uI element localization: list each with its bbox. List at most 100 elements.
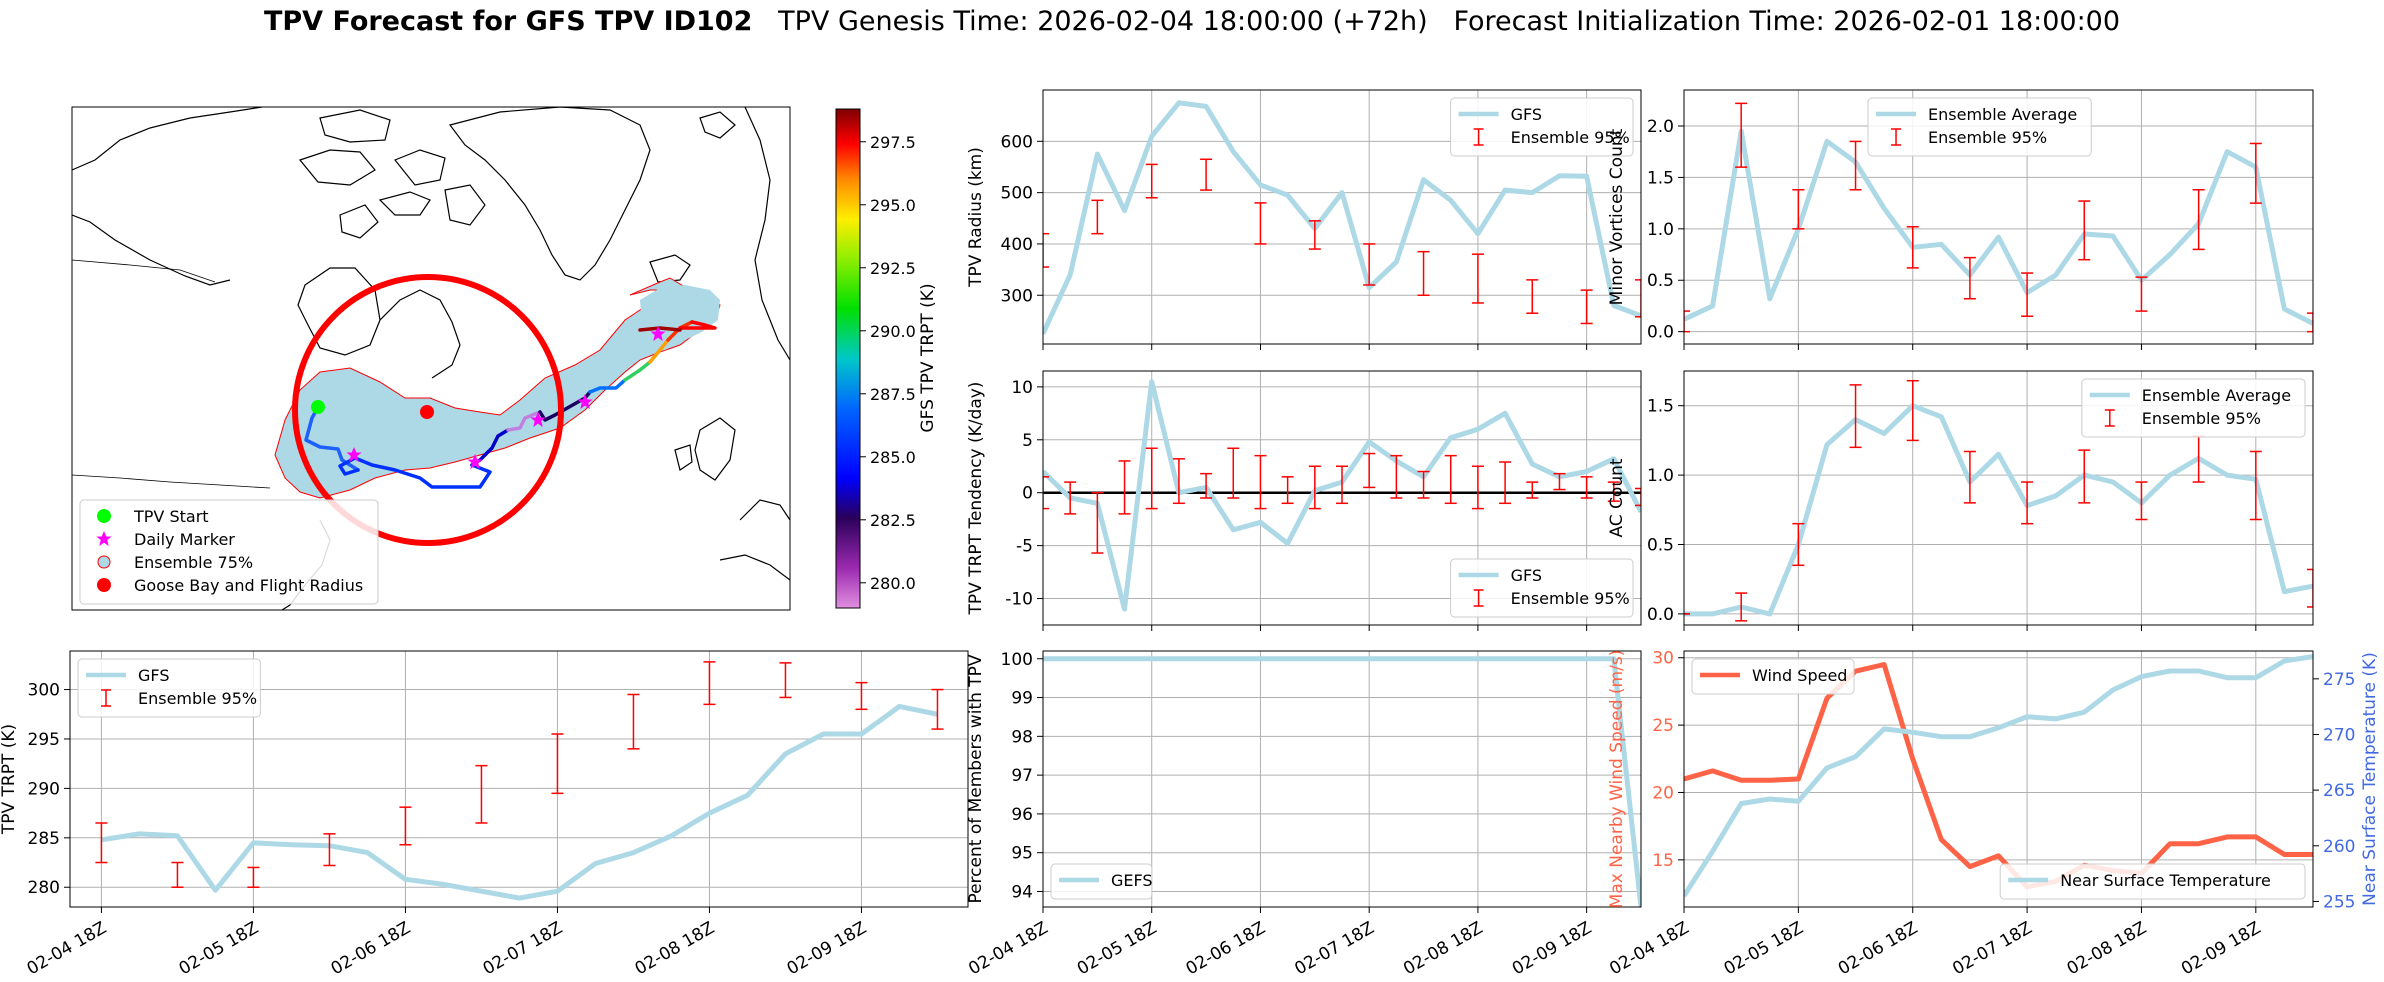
plot-series: [1684, 654, 2313, 898]
x-tick-label: 02-06 18Z: [1183, 918, 1269, 979]
legend-label: Ensemble 95%: [1928, 128, 2047, 147]
errorbar: [1580, 289, 1593, 325]
y-axis-label: Near Surface Temperature (K): [2360, 652, 2380, 906]
errorbar: [2021, 272, 2034, 317]
legend-label: Wind Speed: [1752, 666, 1847, 685]
plot-series: [95, 661, 944, 901]
x-tick-label: 02-06 18Z: [1835, 918, 1921, 979]
plot-frame: [1683, 650, 2314, 908]
legend-label: Near Surface Temperature: [2060, 871, 2271, 890]
legend-label: Ensemble 95%: [1511, 128, 1630, 147]
errorbar: [1906, 226, 1919, 269]
x-tick-label: 02-08 18Z: [2064, 918, 2150, 979]
flight-radius-circle: [292, 274, 564, 546]
errorbar: [1471, 253, 1484, 304]
colorbar-tick-label: 282.5: [870, 511, 916, 530]
legend-ensemble-75-label: Ensemble 75%: [134, 553, 253, 572]
map-legend-box: [79, 499, 379, 605]
errorbar: [1091, 491, 1104, 554]
x-tick-label: 02-05 18Z: [1721, 918, 1807, 979]
errorbar: [1091, 199, 1104, 235]
colorbar-tick-label: 295.0: [870, 196, 916, 215]
errorbar: [2307, 568, 2313, 608]
x-tick-label: 02-08 18Z: [632, 918, 718, 979]
x-tick-label: 02-07 18Z: [1949, 918, 2035, 979]
series-line-gefs: [1043, 656, 1641, 907]
plot-series: [1043, 656, 1641, 907]
track-seg-8: [648, 338, 670, 364]
errorbar: [1553, 472, 1566, 491]
legend-goose-bay-icon: [97, 578, 111, 592]
y-tick-label: 300: [1001, 286, 1033, 306]
errorbar: [1064, 481, 1077, 515]
tpv-start-marker: [311, 400, 325, 414]
y-tick-label: 94: [1011, 882, 1033, 902]
legend-box: [1867, 97, 2092, 157]
y-tick-label: 15: [1652, 851, 1674, 871]
y-tick-label: 2.0: [1647, 117, 1674, 137]
iceland: [649, 254, 691, 283]
errorbar: [1444, 454, 1457, 505]
y-tick-label: 98: [1011, 727, 1033, 747]
legend-ensemble-75-icon: [97, 555, 111, 569]
border-line: [72, 474, 271, 489]
britain: [694, 417, 736, 481]
y-tick-label: 1.0: [1647, 220, 1674, 240]
chart-members: 94 95 96 97 98 99 100 02-04 18Z 02-05 18Z 02-06 1…: [965, 650, 1642, 979]
colorbar-tick-label: 292.5: [870, 259, 916, 278]
x-tick-label: 02-07 18Z: [480, 918, 566, 979]
track-seg-11: [638, 326, 682, 332]
errorbar: [779, 662, 792, 699]
coastline-western: [72, 214, 231, 286]
errorbar: [855, 681, 868, 711]
y-tick-label: 275: [2323, 670, 2355, 690]
errorbar: [1043, 476, 1049, 510]
y-tick-label: 96: [1011, 805, 1033, 825]
y-axis-label: Percent of Members with TPV: [966, 654, 986, 903]
coastline-alaska: [72, 107, 263, 171]
daily-marker: [650, 326, 666, 341]
errorbar: [703, 661, 716, 706]
errorbar: [247, 866, 260, 888]
errorbar: [1735, 592, 1748, 622]
errorbar: [1906, 379, 1919, 442]
errorbar: [627, 693, 640, 750]
figure-title-init: Forecast Initialization Time: 2026-02-01…: [1453, 6, 2121, 37]
plot-frame: [1683, 89, 2314, 345]
colorbar-tick-label: 290.0: [870, 322, 916, 341]
y-axis-label: Max Nearby Wind Speed (m/s): [1607, 650, 1627, 909]
y-tick-label: 500: [1001, 184, 1033, 204]
figure-title: TPV Forecast for GFS TPV ID102 TPV Genes…: [0, 6, 2384, 37]
y-axis-label: AC Count: [1607, 458, 1627, 537]
coastline-labrador: [379, 289, 461, 379]
colorbar-tick-label: 287.5: [870, 385, 916, 404]
goose-bay-marker: [420, 405, 434, 419]
chart-trpt: 280 285 290 295 300 02-04 18Z 02-05 18Z 02-06 1…: [0, 650, 969, 979]
errorbar: [551, 733, 564, 795]
y-tick-label: 260: [2323, 837, 2355, 857]
coastline-iberia: [719, 554, 790, 581]
errorbar: [2249, 142, 2262, 204]
errorbar: [1254, 202, 1267, 245]
island-1: [298, 149, 376, 186]
y-axis-label: TPV TRPT Tendency (K/day): [966, 382, 986, 616]
errorbar: [1684, 310, 1690, 333]
chart-ac: 0.0 0.5 1.0 1.5 AC Count Ensemble Average Ense…: [1607, 370, 2314, 631]
track-seg-7: [623, 360, 652, 382]
series-line-near-surface-temperature: [1684, 654, 2313, 898]
errorbar: [475, 764, 488, 824]
errorbar: [1471, 465, 1484, 510]
errorbar: [1735, 102, 1748, 168]
legend-label: Ensemble 95%: [2142, 409, 2261, 428]
y-tick-label: 300: [28, 681, 60, 701]
x-tick-label: 02-09 18Z: [2178, 918, 2264, 979]
errorbar: [1363, 452, 1376, 489]
errorbar: [1200, 472, 1213, 499]
y-tick-label: -10: [1005, 590, 1033, 610]
chart-tendency: -10 -5 0 5 10 TPV TRPT Tendency (K/day) GFS Ens…: [966, 370, 1642, 631]
x-tick-label: 02-07 18Z: [1291, 918, 1377, 979]
colorbar: 280.0 282.5 285.0 287.5 290.0 292.5 295.0 297.5…: [835, 108, 938, 609]
y-tick-label: 400: [1001, 235, 1033, 255]
legend-label: GEFS: [1111, 871, 1153, 890]
